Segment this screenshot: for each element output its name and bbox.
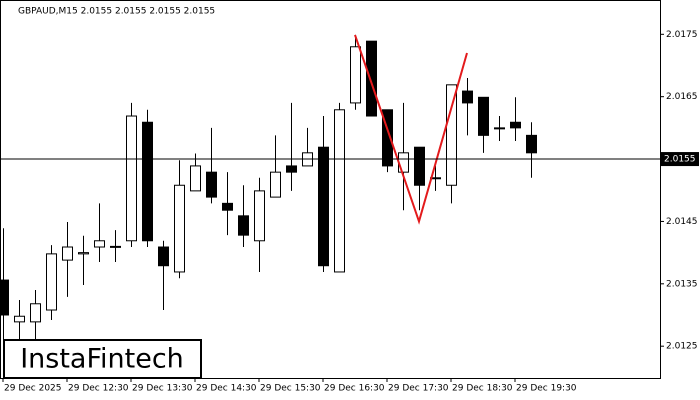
candle-body [46, 253, 57, 311]
y-tick-label: 2.0145 [666, 217, 698, 227]
candle-body [94, 240, 105, 248]
y-tick-label: 2.0135 [666, 279, 698, 289]
y-tick-label: 2.0165 [666, 92, 698, 102]
candle-body [446, 84, 457, 186]
pattern-line [354, 34, 468, 225]
candle-body [78, 252, 89, 255]
current-price-box [661, 152, 699, 167]
candle-body [0, 279, 9, 316]
chart-title: GBPAUD,M15 2.0155 2.0155 2.0155 2.0155 [18, 7, 215, 17]
candle-body [382, 109, 393, 167]
watermark-box [3, 339, 202, 379]
y-tick-label: 2.0125 [666, 342, 698, 352]
candle-body [222, 202, 233, 211]
candle-body [110, 245, 121, 248]
candle-body [30, 303, 41, 323]
x-tick-label: 29 Dec 14:30 [196, 384, 257, 394]
x-tick-label: 29 Dec 12:30 [68, 384, 129, 394]
watermark: InstaFintech [20, 344, 184, 375]
x-tick-label: 29 Dec 18:30 [452, 384, 513, 394]
candle-body [190, 165, 201, 192]
candle-body [398, 152, 409, 173]
candle-body [206, 171, 217, 198]
candle-body [478, 96, 489, 136]
candle-body [62, 246, 73, 261]
x-tick-label: 29 Dec 13:30 [132, 384, 193, 394]
candle-body [350, 46, 361, 104]
x-tick-label: 29 Dec 19:30 [516, 384, 577, 394]
candle-body [510, 121, 521, 129]
x-tick-label: 29 Dec 15:30 [260, 384, 321, 394]
x-tick-label: 29 Dec 17:30 [388, 384, 449, 394]
candle-body [414, 146, 425, 186]
candle-body [270, 171, 281, 198]
candle-body [126, 115, 137, 242]
candle-body [462, 90, 473, 104]
candle-body [334, 109, 345, 273]
y-tick-label: 2.0175 [666, 30, 698, 40]
x-tick-label: 29 Dec 2025 [4, 384, 62, 394]
candle-body [254, 190, 265, 242]
candle-body [142, 121, 153, 242]
candle-body [526, 134, 537, 154]
candle-body [494, 127, 505, 130]
candle-body [14, 315, 25, 323]
candle-body [238, 215, 249, 236]
candle-body [286, 165, 297, 173]
plot-frame [0, 0, 661, 379]
current-price-label: 2.0155 [664, 155, 696, 165]
candle-body [158, 246, 169, 267]
candle-body [318, 146, 329, 267]
candle-body [174, 184, 185, 273]
candle-body [366, 40, 377, 117]
x-tick-label: 29 Dec 16:30 [324, 384, 385, 394]
